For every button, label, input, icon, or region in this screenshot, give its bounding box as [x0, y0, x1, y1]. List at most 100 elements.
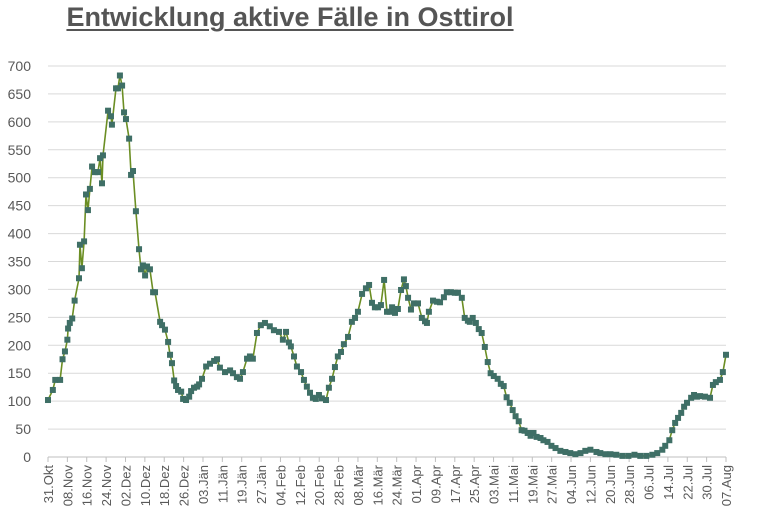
data-point-marker: [425, 308, 432, 315]
data-point-marker: [494, 375, 501, 382]
data-point-marker: [81, 238, 88, 245]
data-point-marker: [515, 418, 522, 425]
data-point-marker: [354, 308, 361, 315]
data-point-marker: [65, 325, 72, 332]
data-point-marker: [89, 163, 96, 170]
data-point-marker: [86, 185, 93, 192]
x-tick-label: 24.Nov: [99, 465, 114, 507]
data-point-marker: [78, 265, 85, 272]
data-point-marker: [506, 399, 513, 406]
data-point-marker: [334, 353, 341, 360]
x-tick-label: 16.Nov: [80, 465, 95, 507]
data-point-marker: [352, 314, 359, 321]
data-point-marker: [712, 379, 719, 386]
data-point-marker: [318, 395, 325, 402]
x-tick-label: 20.Feb: [312, 465, 327, 505]
data-point-marker: [196, 381, 203, 388]
y-tick-label: 700: [8, 58, 32, 74]
x-tick-label: 27.Mai: [545, 465, 560, 504]
x-tick-label: 17.Apr: [448, 464, 463, 503]
data-point-marker: [175, 386, 182, 393]
data-point-marker: [454, 289, 461, 296]
data-point-marker: [509, 407, 516, 414]
data-point-marker: [337, 348, 344, 355]
y-tick-label: 400: [8, 226, 32, 242]
data-point-marker: [548, 442, 555, 449]
data-point-marker: [49, 386, 56, 393]
y-tick-label: 350: [8, 254, 32, 270]
data-point-marker: [57, 376, 64, 383]
data-point-marker: [512, 413, 519, 420]
data-point-marker: [662, 442, 669, 449]
data-point-marker: [443, 289, 450, 296]
data-point-marker: [293, 363, 300, 370]
data-point-marker: [398, 286, 405, 293]
data-point-marker: [423, 319, 430, 326]
x-tick-label: 03.Jän: [196, 465, 211, 504]
data-point-marker: [602, 451, 609, 458]
x-tick-label: 01.Apr: [409, 464, 424, 503]
y-tick-label: 50: [15, 421, 31, 437]
data-point-marker: [178, 388, 185, 395]
data-point-marker: [577, 450, 584, 457]
data-point-marker: [418, 314, 425, 321]
y-tick-label: 250: [8, 309, 32, 325]
data-point-marker: [544, 438, 551, 445]
data-point-marker: [159, 322, 166, 329]
data-point-marker: [405, 294, 412, 301]
data-point-marker: [325, 384, 332, 391]
x-axis: 31.Okt 08.Nov 16.Nov 24.Nov 02.Dez 10.Dez 18.D…: [41, 457, 734, 506]
data-point-marker: [359, 290, 366, 297]
data-point-marker: [402, 283, 409, 290]
y-axis: 0 50 100 150 200 250 300 350 400 450 500 550 600 650 7…: [8, 58, 32, 465]
data-point-marker: [407, 306, 414, 313]
data-point-marker: [484, 359, 491, 366]
data-point-marker: [643, 452, 650, 459]
data-point-marker: [237, 375, 244, 382]
data-point-marker: [279, 336, 286, 343]
data-point-marker: [306, 389, 313, 396]
y-tick-label: 0: [23, 449, 31, 465]
x-tick-label: 10.Dez: [138, 465, 153, 506]
data-point-marker: [678, 409, 685, 416]
x-tick-label: 14.Jul: [661, 465, 676, 500]
data-point-marker: [487, 370, 494, 377]
data-point-marker: [366, 281, 373, 288]
data-point-marker: [433, 298, 440, 305]
data-point-marker: [500, 383, 507, 390]
data-series: [45, 72, 729, 459]
data-point-marker: [285, 339, 292, 346]
data-point-marker: [340, 341, 347, 348]
y-tick-label: 300: [8, 281, 32, 297]
data-point-marker: [414, 300, 421, 307]
data-point-marker: [261, 319, 268, 326]
data-point-marker: [312, 395, 319, 402]
data-point-marker: [203, 363, 210, 370]
data-point-marker: [391, 309, 398, 316]
data-point-marker: [567, 450, 574, 457]
data-point-marker: [649, 451, 656, 458]
x-tick-label: 20.Jun: [603, 465, 618, 504]
x-tick-label: 08.Nov: [60, 465, 75, 507]
x-tick-label: 22.Jul: [680, 465, 695, 500]
data-point-marker: [119, 82, 126, 89]
data-point-marker: [582, 447, 589, 454]
data-point-marker: [447, 289, 454, 296]
data-point-marker: [472, 319, 479, 326]
data-point-marker: [377, 302, 384, 309]
data-point-marker: [157, 318, 164, 325]
data-point-marker: [707, 394, 714, 401]
data-point-marker: [607, 451, 614, 458]
data-point-marker: [619, 452, 626, 459]
data-point-marker: [613, 451, 620, 458]
data-point-marker: [675, 414, 682, 421]
x-tick-label: 19.Mai: [525, 465, 540, 504]
data-point-marker: [697, 393, 704, 400]
data-point-marker: [625, 452, 632, 459]
data-point-marker: [108, 121, 115, 128]
data-point-marker: [430, 297, 437, 304]
data-point-marker: [533, 433, 540, 440]
data-point-marker: [298, 369, 305, 376]
data-point-marker: [270, 327, 277, 334]
x-tick-label: 04.Jun: [564, 465, 579, 504]
